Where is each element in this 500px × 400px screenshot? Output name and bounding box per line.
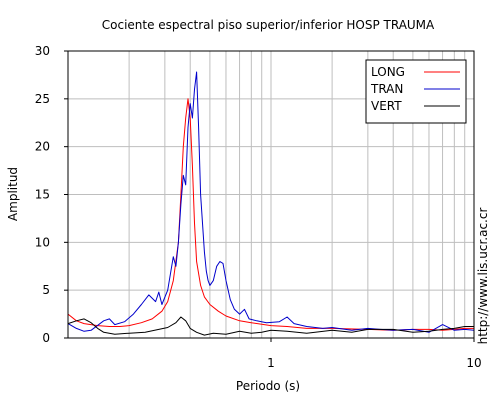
series-line-tran bbox=[67, 71, 475, 333]
y-tick-label: 5 bbox=[42, 283, 50, 297]
legend-label-tran: TRAN bbox=[370, 82, 403, 96]
x-axis-label: Periodo (s) bbox=[236, 379, 300, 393]
y-tick-label: 25 bbox=[35, 92, 50, 106]
y-tick-label: 10 bbox=[35, 235, 50, 249]
y-tick-label: 0 bbox=[42, 331, 50, 345]
axes-layer: 0 5 10 15 20 25 30 1 10 bbox=[35, 44, 482, 370]
series-line-vert bbox=[67, 316, 474, 336]
y-tick-label: 15 bbox=[35, 188, 50, 202]
y-axis-label: Amplitud bbox=[6, 167, 20, 221]
watermark-url: http://www.lis.ucr.ac.cr bbox=[476, 208, 490, 345]
legend: LONG TRAN VERT bbox=[365, 59, 467, 124]
plot-layer bbox=[67, 71, 475, 336]
chart-title: Cociente espectral piso superior/inferio… bbox=[102, 18, 435, 32]
grid-layer bbox=[68, 51, 474, 338]
legend-label-vert: VERT bbox=[371, 99, 402, 113]
legend-box bbox=[365, 59, 467, 124]
y-tick-label: 20 bbox=[35, 140, 50, 154]
x-tick-label: 1 bbox=[267, 356, 275, 370]
x-tick-label: 10 bbox=[466, 356, 481, 370]
legend-label-long: LONG bbox=[371, 65, 405, 79]
y-tick-label: 30 bbox=[35, 44, 50, 58]
